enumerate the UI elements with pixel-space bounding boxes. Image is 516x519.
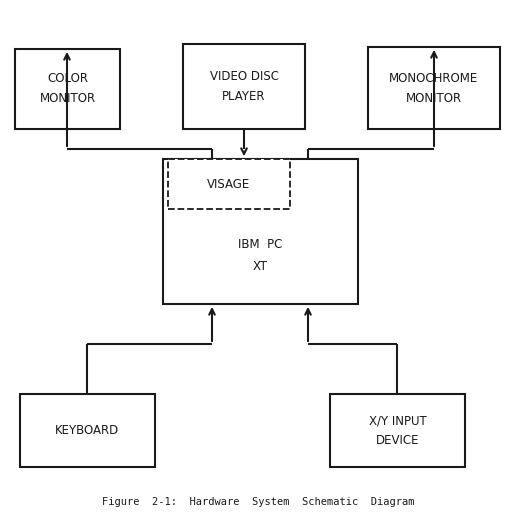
Text: COLOR: COLOR [47,73,88,86]
Text: MONITOR: MONITOR [39,92,95,105]
Text: XT: XT [253,260,268,273]
Bar [15,49,120,129]
Text: X/Y INPUT: X/Y INPUT [368,414,426,427]
Text: VISAGE: VISAGE [207,177,251,190]
Bar [168,159,290,209]
Text: VIDEO DISC: VIDEO DISC [209,70,279,83]
Text: KEYBOARD: KEYBOARD [55,424,120,437]
Text: MONITOR: MONITOR [406,91,462,104]
Text: IBM  PC: IBM PC [238,238,283,251]
Text: DEVICE: DEVICE [376,434,419,447]
Text: PLAYER: PLAYER [222,90,266,103]
Text: Figure  2-1:  Hardware  System  Schematic  Diagram: Figure 2-1: Hardware System Schematic Di… [102,497,414,507]
Bar [183,44,305,129]
Bar [163,159,358,304]
Text: MONOCHROME: MONOCHROME [390,72,479,85]
Bar [330,394,465,467]
Bar [20,394,155,467]
Bar [368,47,500,129]
